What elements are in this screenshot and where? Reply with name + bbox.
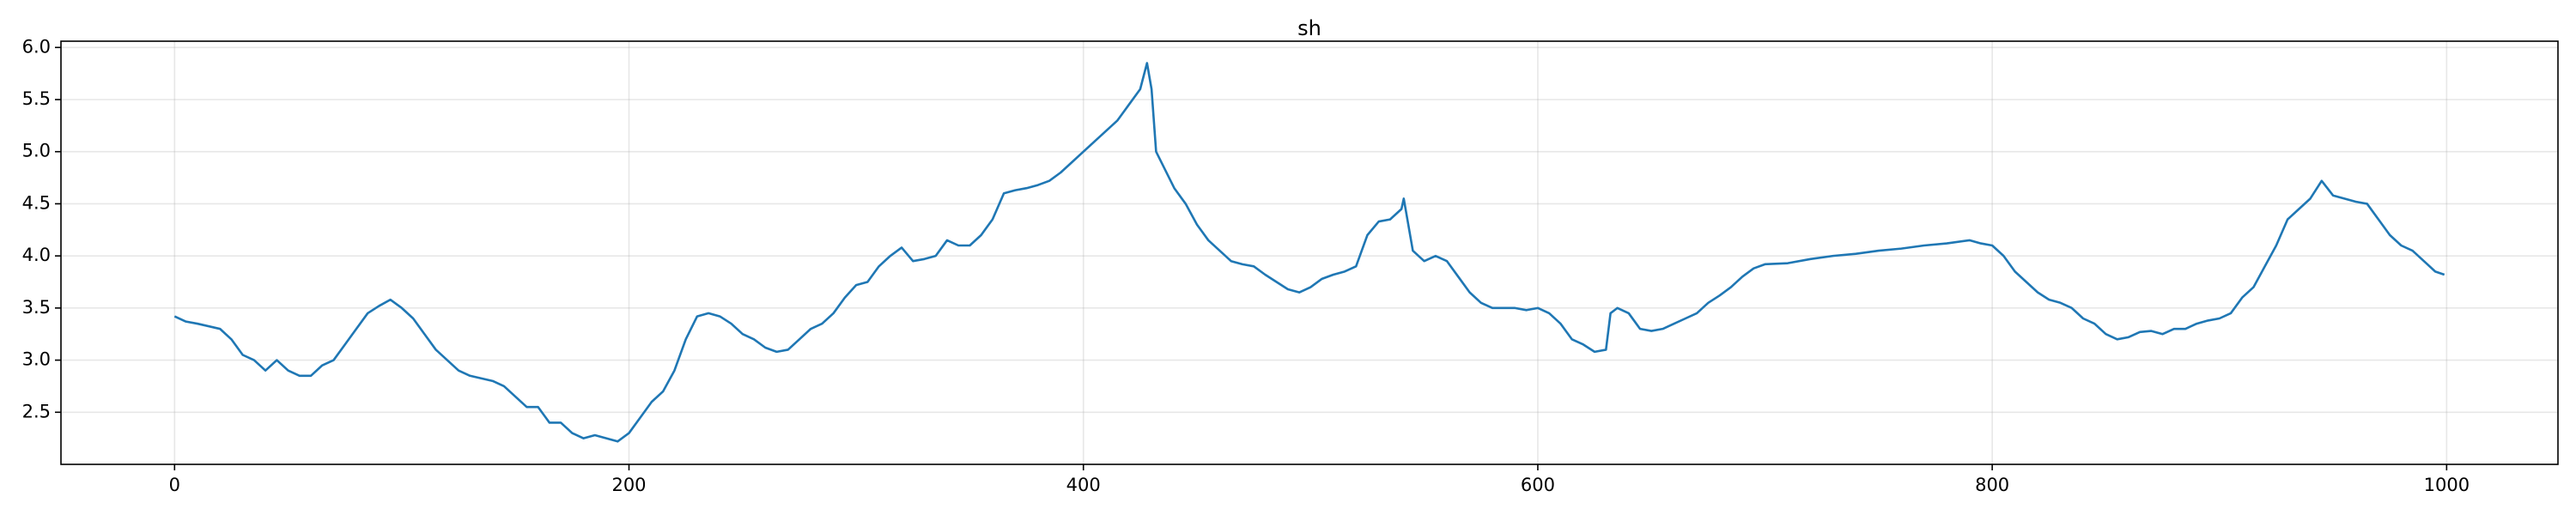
y-tick-label: 3.5 xyxy=(22,297,51,318)
y-tick-label: 3.0 xyxy=(22,349,51,370)
y-tick-label: 5.5 xyxy=(22,88,51,109)
plot-frame xyxy=(60,40,2559,465)
y-tick-label: 2.5 xyxy=(22,401,51,421)
y-tick-label: 4.5 xyxy=(22,192,51,213)
x-tick-label: 800 xyxy=(1975,475,2009,495)
x-tick-label: 400 xyxy=(1066,475,1101,495)
chart-title: sh xyxy=(1297,16,1321,40)
x-tick-label: 0 xyxy=(169,475,180,495)
x-tick-label: 1000 xyxy=(2424,475,2470,495)
y-tick-label: 6.0 xyxy=(22,36,51,57)
y-tick-label: 5.0 xyxy=(22,141,51,161)
data-line xyxy=(173,62,2445,443)
x-tick-label: 200 xyxy=(611,475,646,495)
y-tick-label: 4.0 xyxy=(22,245,51,265)
x-tick-label: 600 xyxy=(1521,475,1555,495)
